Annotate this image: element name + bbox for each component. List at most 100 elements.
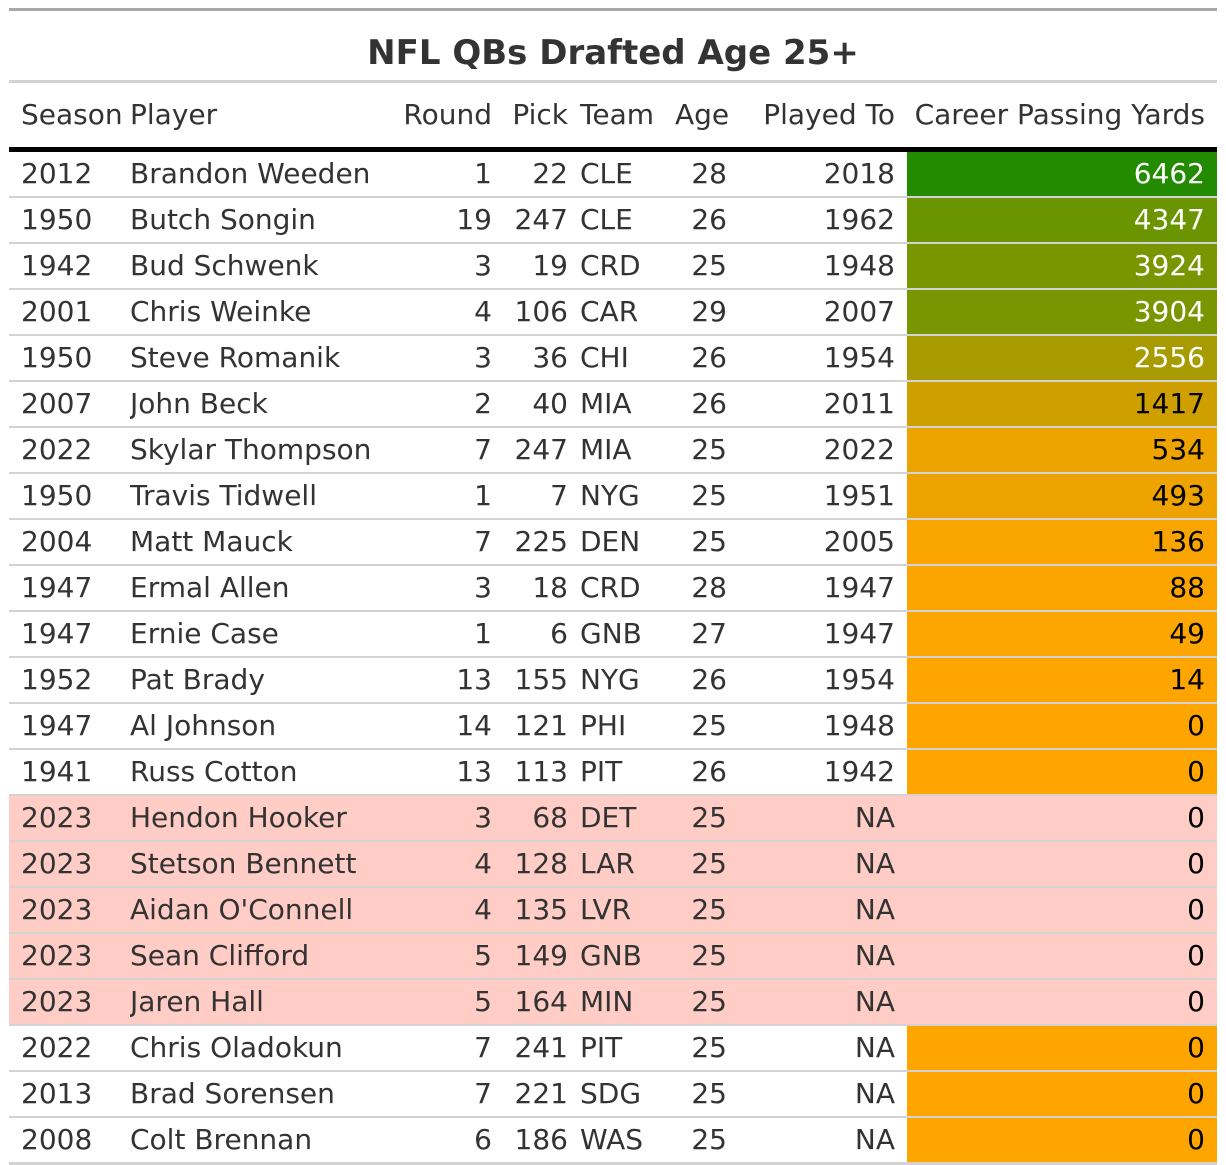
cell-pick: 19 [504,242,580,290]
cell-pick: 128 [504,840,580,888]
cell-round: 4 [392,288,504,336]
cell-round: 3 [392,794,504,842]
table-row: 2004 Matt Mauck 7 225 DEN 25 2005 136 [9,518,1217,566]
cell-season: 2023 [9,840,130,888]
cell-season: 2023 [9,932,130,980]
cell-pick: 68 [504,794,580,842]
cell-pick: 186 [504,1116,580,1165]
cell-age: 28 [675,564,739,612]
cell-played-to: 2005 [739,518,907,566]
table-container: NFL QBs Drafted Age 25+ Season Player Ro… [9,8,1217,1165]
cell-player: Jaren Hall [130,978,392,1026]
cell-career-passing-yards: 4347 [907,196,1217,244]
cell-age: 25 [675,702,739,750]
cell-round: 19 [392,196,504,244]
cell-pick: 247 [504,196,580,244]
table-row: 2023 Sean Clifford 5 149 GNB 25 NA 0 [9,932,1217,980]
cell-season: 2001 [9,288,130,336]
cell-round: 1 [392,472,504,520]
cell-team: CRD [580,242,675,290]
cell-season: 1947 [9,564,130,612]
cell-age: 25 [675,1116,739,1165]
table-row: 1941 Russ Cotton 13 113 PIT 26 1942 0 [9,748,1217,796]
col-header-round[interactable]: Round [392,83,504,152]
col-header-age[interactable]: Age [675,83,739,152]
cell-season: 1950 [9,196,130,244]
col-header-player[interactable]: Player [130,83,392,152]
cell-season: 1950 [9,334,130,382]
table-row: 2023 Stetson Bennett 4 128 LAR 25 NA 0 [9,840,1217,888]
cell-player: Ernie Case [130,610,392,658]
cell-round: 5 [392,932,504,980]
cell-team: NYG [580,656,675,704]
cell-career-passing-yards: 2556 [907,334,1217,382]
cell-played-to: 1951 [739,472,907,520]
table-row: 1952 Pat Brady 13 155 NYG 26 1954 14 [9,656,1217,704]
cell-round: 2 [392,380,504,428]
table-row: 2008 Colt Brennan 6 186 WAS 25 NA 0 [9,1116,1217,1165]
cell-season: 2004 [9,518,130,566]
cell-round: 7 [392,518,504,566]
cell-pick: 40 [504,380,580,428]
cell-pick: 164 [504,978,580,1026]
cell-player: Colt Brennan [130,1116,392,1165]
col-header-team[interactable]: Team [580,83,675,152]
table-row: 1947 Ernie Case 1 6 GNB 27 1947 49 [9,610,1217,658]
cell-career-passing-yards: 0 [907,932,1217,980]
cell-team: CRD [580,564,675,612]
cell-career-passing-yards: 49 [907,610,1217,658]
cell-age: 26 [675,656,739,704]
cell-played-to: NA [739,794,907,842]
col-header-career-passing-yards[interactable]: Career Passing Yards [907,83,1217,152]
cell-team: MIA [580,380,675,428]
cell-season: 2007 [9,380,130,428]
cell-pick: 247 [504,426,580,474]
cell-player: Travis Tidwell [130,472,392,520]
cell-season: 1950 [9,472,130,520]
cell-team: CLE [580,196,675,244]
cell-round: 5 [392,978,504,1026]
cell-pick: 18 [504,564,580,612]
cell-age: 25 [675,1024,739,1072]
cell-played-to: NA [739,886,907,934]
cell-player: Sean Clifford [130,932,392,980]
cell-age: 25 [675,1070,739,1118]
cell-team: CHI [580,334,675,382]
cell-team: PHI [580,702,675,750]
table-row: 2007 John Beck 2 40 MIA 26 2011 1417 [9,380,1217,428]
cell-team: GNB [580,610,675,658]
cell-age: 26 [675,196,739,244]
cell-played-to: NA [739,1024,907,1072]
cell-played-to: 2007 [739,288,907,336]
cell-round: 14 [392,702,504,750]
cell-pick: 7 [504,472,580,520]
cell-pick: 155 [504,656,580,704]
table-row: 1947 Al Johnson 14 121 PHI 25 1948 0 [9,702,1217,750]
col-header-played-to[interactable]: Played To [739,83,907,152]
cell-player: Chris Oladokun [130,1024,392,1072]
cell-played-to: 1954 [739,334,907,382]
cell-age: 25 [675,518,739,566]
cell-age: 26 [675,748,739,796]
col-header-season[interactable]: Season [9,83,130,152]
cell-age: 25 [675,932,739,980]
cell-age: 27 [675,610,739,658]
cell-player: Pat Brady [130,656,392,704]
cell-pick: 149 [504,932,580,980]
cell-round: 1 [392,610,504,658]
cell-career-passing-yards: 493 [907,472,1217,520]
table-row: 1950 Travis Tidwell 1 7 NYG 25 1951 493 [9,472,1217,520]
cell-round: 3 [392,564,504,612]
cell-player: Aidan O'Connell [130,886,392,934]
cell-played-to: 2018 [739,149,907,198]
cell-round: 13 [392,656,504,704]
col-header-pick[interactable]: Pick [504,83,580,152]
cell-career-passing-yards: 0 [907,748,1217,796]
cell-team: CAR [580,288,675,336]
cell-played-to: NA [739,932,907,980]
cell-season: 2008 [9,1116,130,1165]
cell-round: 13 [392,748,504,796]
cell-team: MIA [580,426,675,474]
cell-age: 28 [675,149,739,198]
cell-played-to: NA [739,1070,907,1118]
